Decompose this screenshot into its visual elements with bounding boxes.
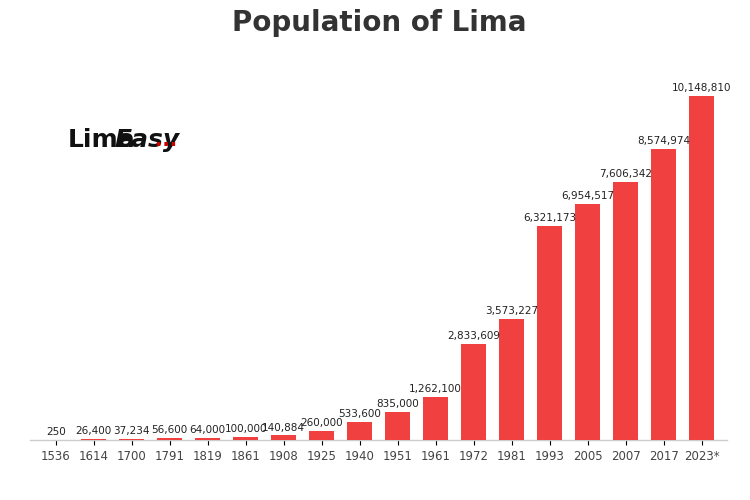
Bar: [82, 439, 106, 440]
Text: 2,833,609: 2,833,609: [447, 331, 500, 341]
Text: 7,606,342: 7,606,342: [599, 170, 652, 179]
Bar: [614, 182, 638, 440]
Bar: [538, 226, 562, 440]
Bar: [272, 435, 296, 440]
Text: 6,954,517: 6,954,517: [561, 192, 614, 202]
Text: 835,000: 835,000: [376, 399, 419, 409]
Bar: [233, 436, 258, 440]
Bar: [575, 204, 600, 440]
Text: 100,000: 100,000: [224, 424, 267, 434]
Text: 260,000: 260,000: [301, 418, 343, 428]
Bar: [461, 344, 486, 440]
Bar: [689, 96, 714, 440]
Bar: [424, 397, 448, 440]
Text: 64,000: 64,000: [190, 425, 226, 435]
Bar: [386, 412, 410, 440]
Text: 10,148,810: 10,148,810: [672, 83, 731, 93]
Bar: [196, 438, 220, 440]
Text: 250: 250: [46, 428, 66, 438]
Text: ...: ...: [155, 130, 177, 150]
Text: Easy: Easy: [114, 128, 179, 152]
Text: 6,321,173: 6,321,173: [524, 213, 576, 223]
Bar: [652, 149, 676, 440]
Text: 8,574,974: 8,574,974: [638, 136, 690, 146]
Text: 533,600: 533,600: [338, 409, 381, 419]
Text: 3,573,227: 3,573,227: [485, 306, 538, 316]
Bar: [500, 319, 524, 440]
Bar: [310, 431, 334, 440]
Text: 140,884: 140,884: [262, 422, 305, 432]
Bar: [158, 438, 182, 440]
Text: Lima: Lima: [68, 128, 135, 152]
Text: 26,400: 26,400: [76, 426, 112, 436]
Text: 37,234: 37,234: [113, 426, 150, 436]
Text: 56,600: 56,600: [152, 426, 188, 436]
Bar: [347, 422, 372, 440]
Text: 1,262,100: 1,262,100: [410, 384, 462, 394]
Title: Population of Lima: Population of Lima: [232, 8, 526, 36]
Bar: [119, 438, 144, 440]
